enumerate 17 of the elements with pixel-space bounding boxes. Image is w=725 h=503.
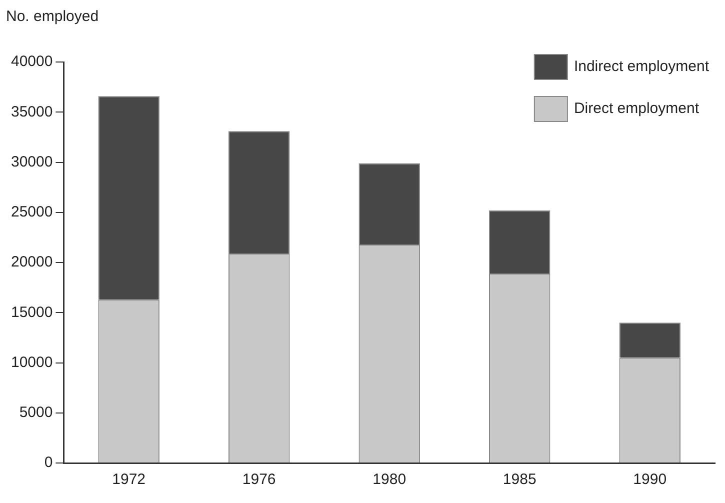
x-tick-label: 1980 <box>372 471 406 488</box>
legend-label: Indirect employment <box>574 58 710 76</box>
y-tick-label: 35000 <box>10 103 53 120</box>
x-tick-label: 1976 <box>242 471 276 488</box>
y-axis-title: No. employed <box>6 8 99 25</box>
x-tick-label: 1985 <box>502 471 536 488</box>
y-tick-label: 25000 <box>10 204 53 221</box>
y-tick-label: 30000 <box>10 153 53 170</box>
y-tick-label: 15000 <box>10 304 53 321</box>
y-tick-label: 10000 <box>10 354 53 371</box>
y-tick-label: 40000 <box>10 53 53 70</box>
x-tick-label: 1990 <box>633 471 667 488</box>
legend-label: Direct employment <box>574 100 700 118</box>
y-tick-label: 0 <box>44 454 53 472</box>
x-tick-label: 1972 <box>112 471 146 488</box>
y-tick-label: 5000 <box>19 404 53 422</box>
y-tick-label: 20000 <box>10 254 53 271</box>
